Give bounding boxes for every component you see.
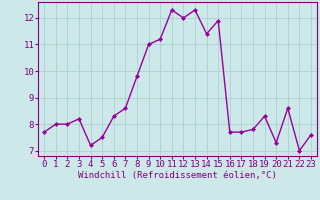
X-axis label: Windchill (Refroidissement éolien,°C): Windchill (Refroidissement éolien,°C) xyxy=(78,171,277,180)
